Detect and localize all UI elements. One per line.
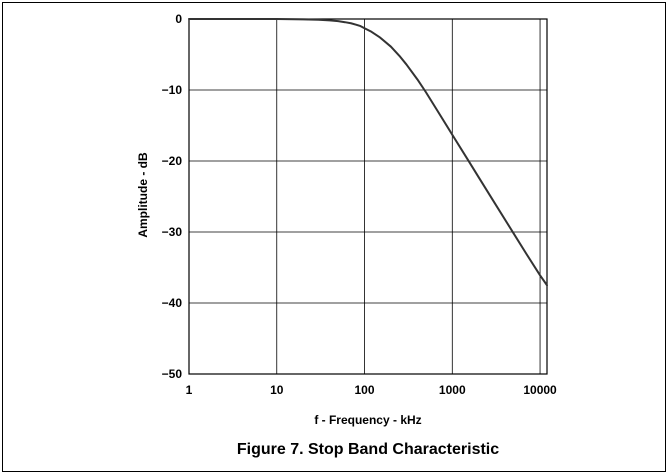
x-tick-label: 1000: [439, 383, 466, 397]
x-tick-label: 100: [355, 383, 375, 397]
y-tick-label: 0: [175, 12, 182, 26]
y-tick-label: −30: [162, 225, 183, 239]
tick-labels: 1 10 100 1000 10000 0 −10 −20 −30 −40 −50: [162, 12, 557, 397]
figure-frame: [2, 2, 666, 472]
figure-caption: Figure 7. Stop Band Characteristic: [237, 441, 499, 458]
y-tick-label: −40: [162, 296, 183, 310]
series-layer: [188, 18, 548, 287]
y-axis-label: Amplitude - dB: [136, 152, 150, 238]
y-tick-label: −10: [162, 83, 183, 97]
x-axis-label: f - Frequency - kHz: [314, 413, 421, 427]
x-tick-label: 10: [270, 383, 284, 397]
x-tick-label: 10000: [523, 383, 557, 397]
y-tick-label: −20: [162, 154, 183, 168]
response-curve: [188, 18, 548, 287]
plot-border: [188, 18, 548, 375]
y-tick-label: −50: [162, 367, 183, 381]
grid-lines: [189, 19, 547, 374]
plot-area: [188, 18, 548, 375]
x-tick-label: 1: [186, 383, 193, 397]
